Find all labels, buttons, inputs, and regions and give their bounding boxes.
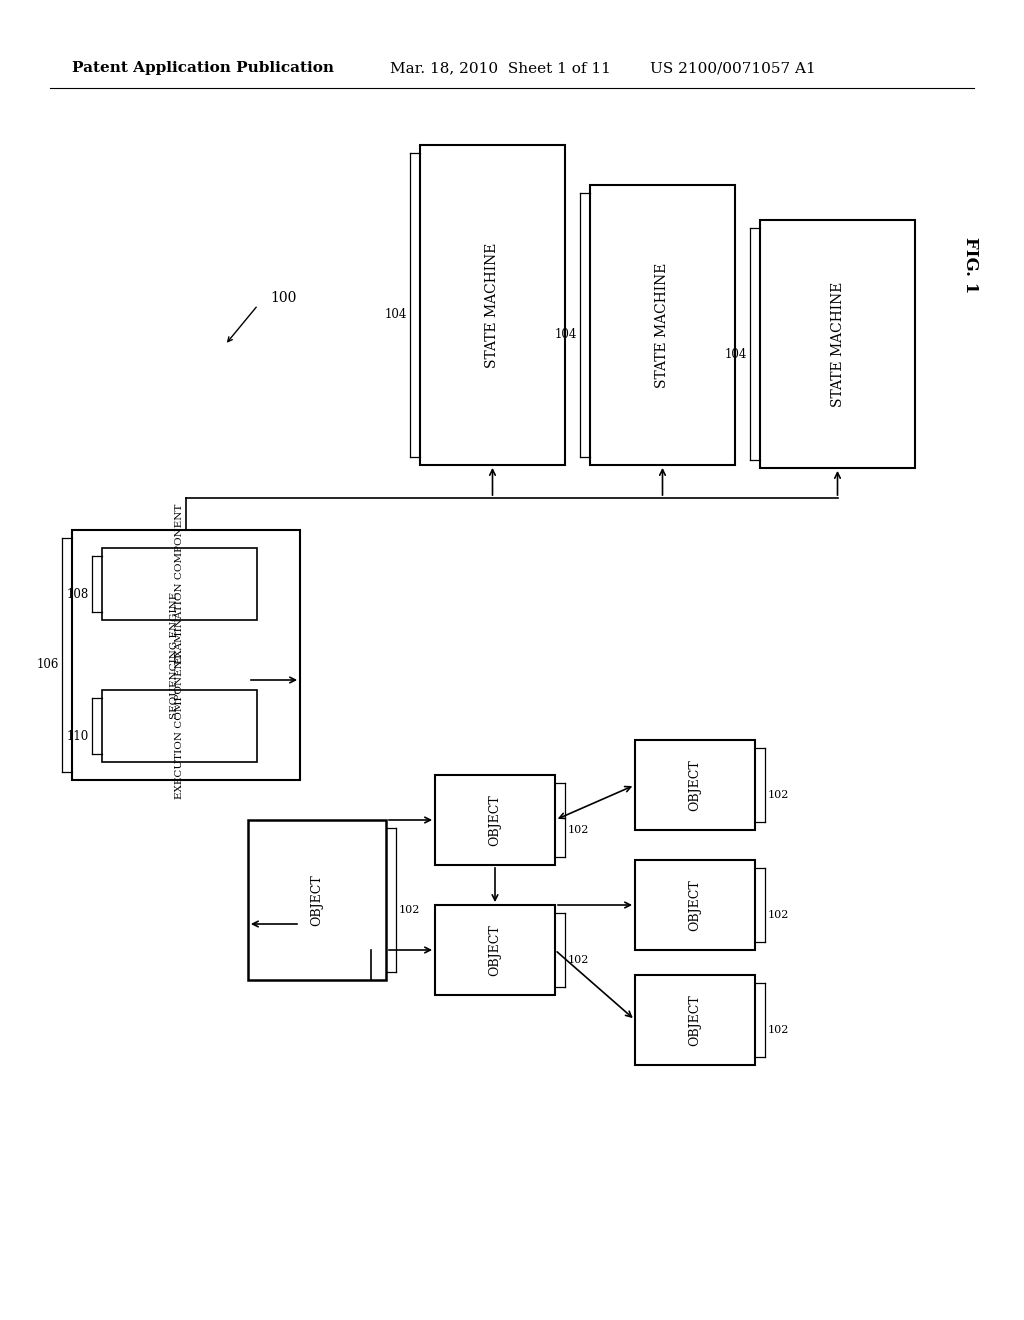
Text: 106: 106 bbox=[37, 659, 59, 672]
Bar bbox=[102, 690, 257, 762]
Text: STATE MACHINE: STATE MACHINE bbox=[655, 263, 670, 388]
Bar bbox=[435, 906, 555, 995]
Text: STATE MACHINE: STATE MACHINE bbox=[830, 281, 845, 407]
Text: STATE MACHINE: STATE MACHINE bbox=[485, 243, 500, 368]
Bar bbox=[635, 975, 755, 1065]
Text: 102: 102 bbox=[768, 789, 790, 800]
Text: OBJECT: OBJECT bbox=[310, 874, 324, 925]
Bar bbox=[102, 548, 257, 620]
Bar bbox=[248, 820, 386, 979]
Text: EXECUTION COMPONENT: EXECUTION COMPONENT bbox=[175, 652, 184, 800]
Bar bbox=[72, 531, 300, 780]
Text: 108: 108 bbox=[67, 587, 89, 601]
Text: OBJECT: OBJECT bbox=[688, 759, 701, 810]
Text: 102: 102 bbox=[399, 906, 421, 915]
Text: 104: 104 bbox=[555, 329, 577, 342]
Text: US 2100/0071057 A1: US 2100/0071057 A1 bbox=[650, 61, 816, 75]
Text: OBJECT: OBJECT bbox=[688, 994, 701, 1045]
Text: OBJECT: OBJECT bbox=[488, 924, 502, 975]
Text: 110: 110 bbox=[67, 730, 89, 742]
Bar bbox=[635, 861, 755, 950]
Text: 102: 102 bbox=[568, 954, 590, 965]
Text: 102: 102 bbox=[568, 825, 590, 836]
Text: 104: 104 bbox=[385, 309, 407, 322]
Text: SEQUENCING ENGINE: SEQUENCING ENGINE bbox=[170, 591, 178, 718]
Bar bbox=[590, 185, 735, 465]
Text: OBJECT: OBJECT bbox=[488, 795, 502, 846]
Text: 102: 102 bbox=[768, 909, 790, 920]
Text: 102: 102 bbox=[768, 1026, 790, 1035]
Text: OBJECT: OBJECT bbox=[688, 879, 701, 931]
Bar bbox=[760, 220, 915, 469]
Bar bbox=[435, 775, 555, 865]
Text: Patent Application Publication: Patent Application Publication bbox=[72, 61, 334, 75]
Text: Mar. 18, 2010  Sheet 1 of 11: Mar. 18, 2010 Sheet 1 of 11 bbox=[390, 61, 611, 75]
Text: EXAMINATION COMPONENT: EXAMINATION COMPONENT bbox=[175, 504, 184, 664]
Text: FIG. 1: FIG. 1 bbox=[962, 236, 979, 293]
Text: 104: 104 bbox=[725, 347, 746, 360]
Bar bbox=[420, 145, 565, 465]
Text: 100: 100 bbox=[270, 290, 296, 305]
Bar bbox=[635, 741, 755, 830]
